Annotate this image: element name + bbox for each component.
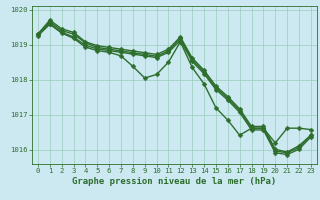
X-axis label: Graphe pression niveau de la mer (hPa): Graphe pression niveau de la mer (hPa): [72, 177, 276, 186]
